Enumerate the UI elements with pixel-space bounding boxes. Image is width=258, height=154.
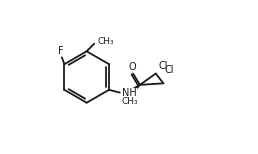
Text: Cl: Cl — [158, 61, 168, 71]
Text: Cl: Cl — [165, 65, 174, 75]
Text: NH: NH — [122, 88, 136, 98]
Text: CH₃: CH₃ — [98, 37, 114, 46]
Text: F: F — [58, 46, 63, 56]
Text: O: O — [128, 63, 136, 73]
Text: CH₃: CH₃ — [122, 97, 138, 106]
